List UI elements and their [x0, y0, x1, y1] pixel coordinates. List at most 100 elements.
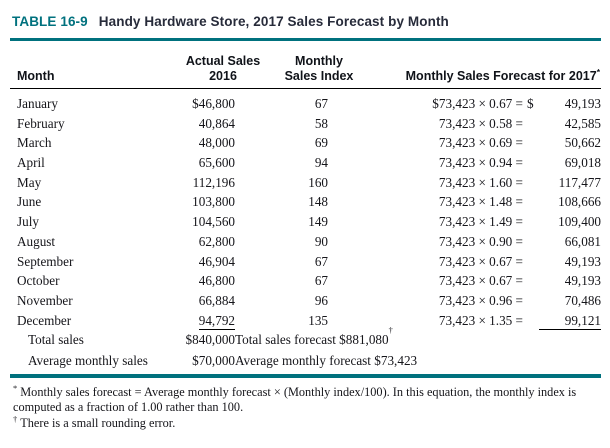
forecast-expression: 73,423 × 1.60 =	[438, 174, 523, 190]
forecast-expression: 73,423 × 0.67 =	[438, 253, 523, 269]
sales-index-cell: 67	[314, 96, 328, 111]
header-forecast-footnote-mark: *	[596, 66, 600, 77]
actual-sales-value: 66,884	[198, 292, 235, 308]
forecast-value: 49,193	[564, 273, 601, 289]
actual-sales-value: 48,000	[198, 135, 235, 151]
sales-index-cell: 90	[314, 233, 328, 249]
header-forecast: Monthly Sales Forecast for 2017*	[405, 66, 600, 84]
table-row-april: April 65,600 94 73,423 × 0.94 = 69,018	[10, 153, 601, 173]
header-sales-index: Monthly Sales Index	[254, 54, 384, 84]
footnotes: * Monthly sales forecast = Average monthl…	[10, 378, 601, 432]
forecast-cell: $73,423 × 0.67 = $49,193	[328, 94, 601, 114]
forecast-cell: 73,423 × 0.96 = 70,486	[328, 291, 601, 311]
actual-sales-cell: 94,792	[160, 311, 235, 331]
forecast-result: 42,585	[523, 114, 601, 134]
sales-index-cell: 67	[314, 273, 328, 289]
average-sales-label: Average monthly sales	[28, 352, 148, 368]
month-cell: December	[17, 312, 72, 328]
sales-index-cell: 69	[314, 135, 328, 151]
forecast-cell: 73,423 × 0.67 = 49,193	[328, 271, 601, 291]
month-cell: July	[17, 214, 39, 230]
actual-sales-value: 94,792	[198, 312, 235, 330]
forecast-value: 117,477	[558, 174, 601, 190]
forecast-value: 49,193	[564, 96, 601, 111]
actual-sales-value: 65,600	[198, 155, 235, 171]
forecast-value: 70,486	[564, 292, 601, 308]
header-rule	[10, 88, 601, 89]
actual-sales-value: $46,800	[192, 96, 235, 111]
actual-sales-cell: 46,904	[160, 252, 235, 272]
textbook-table-page: TABLE 16-9 Handy Hardware Store, 2017 Sal…	[10, 8, 601, 432]
forecast-expression: 73,423 × 0.90 =	[438, 233, 523, 249]
total-forecast: Total sales forecast $881,080 †	[235, 325, 601, 351]
actual-sales-cell: 65,600	[160, 153, 235, 173]
forecast-value: 50,662	[564, 135, 601, 151]
forecast-result: 70,486	[523, 291, 601, 311]
actual-sales-cell: 112,196	[160, 173, 235, 193]
footnote-dagger: † There is a small rounding error.	[13, 413, 577, 432]
forecast-result: 109,400	[523, 212, 601, 232]
footnote-asterisk: * Monthly sales forecast = Average monthl…	[13, 382, 577, 416]
average-sales-row: Average monthly sales $70,000 Average mo…	[10, 351, 601, 372]
forecast-result: 108,666	[523, 192, 601, 212]
month-cell: October	[17, 273, 60, 289]
month-cell: June	[17, 194, 42, 210]
forecast-result: 49,193	[523, 271, 601, 291]
forecast-expression: 73,423 × 0.69 =	[438, 135, 523, 151]
header-sales-index-line2: Sales Index	[284, 69, 354, 83]
forecast-expression: 73,423 × 0.67 =	[438, 273, 523, 289]
actual-sales-value: 104,560	[192, 214, 235, 230]
actual-sales-cell: 103,800	[160, 192, 235, 212]
forecast-cell: 73,423 × 1.48 = 108,666	[328, 192, 601, 212]
forecast-expression: $73,423 × 0.67 =	[432, 96, 523, 111]
forecast-expression: 73,423 × 0.94 =	[438, 155, 523, 171]
forecast-value: 109,400	[558, 214, 601, 230]
forecast-expression: 73,423 × 1.49 =	[438, 214, 523, 230]
total-forecast-footnote-mark: †	[388, 325, 393, 336]
currency-sign: $	[527, 96, 534, 111]
actual-sales-cell: 62,800	[160, 232, 235, 252]
forecast-expression: 73,423 × 1.48 =	[438, 194, 523, 210]
month-cell: September	[17, 253, 74, 269]
footnote-dagger-mark: †	[13, 413, 18, 424]
footnote-asterisk-mark: *	[13, 382, 18, 393]
table-row-may: May 112,196 160 73,423 × 1.60 = 117,477	[10, 173, 601, 193]
table-row-february: February 40,864 58 73,423 × 0.58 = 42,585	[10, 114, 601, 134]
header-forecast-text: Monthly Sales Forecast for 2017	[405, 69, 597, 83]
table-row-july: July 104,560 149 73,423 × 1.49 = 109,400	[10, 212, 601, 232]
forecast-cell: 73,423 × 1.35 = 99,121	[328, 310, 601, 331]
forecast-result: 66,081	[523, 232, 601, 252]
total-forecast-text: Total sales forecast $881,080	[235, 332, 389, 348]
header-month: Month	[17, 69, 55, 83]
forecast-cell: 73,423 × 0.90 = 66,081	[328, 232, 601, 252]
footnote-asterisk-text: Monthly sales forecast = Average monthly…	[13, 384, 577, 415]
actual-sales-value: 62,800	[198, 233, 235, 249]
month-cell: November	[17, 292, 73, 308]
forecast-result: 99,121	[523, 310, 601, 331]
sales-index-cell: 94	[314, 155, 328, 171]
sales-index-cell: 135	[308, 312, 328, 328]
forecast-cell: 73,423 × 1.60 = 117,477	[328, 173, 601, 193]
column-headers: Month Actual Sales 2016 Monthly Sales In…	[10, 41, 601, 88]
month-cell: April	[17, 155, 45, 171]
table-row-june: June 103,800 148 73,423 × 1.48 = 108,666	[10, 192, 601, 212]
forecast-result: 50,662	[523, 133, 601, 153]
header-actual-sales-line2: 2016	[209, 69, 237, 83]
actual-sales-cell: 48,000	[160, 133, 235, 153]
table-row-december: December 94,792 135 73,423 × 1.35 = 99,12…	[10, 310, 601, 331]
sales-index-cell: 67	[314, 253, 328, 269]
forecast-expression: 73,423 × 1.35 =	[438, 312, 523, 328]
sales-index-cell: 96	[314, 292, 328, 308]
table-row-march: March 48,000 69 73,423 × 0.69 = 50,662	[10, 133, 601, 153]
actual-sales-cell: $46,800	[160, 94, 235, 114]
table-row-august: August 62,800 90 73,423 × 0.90 = 66,081	[10, 232, 601, 252]
actual-sales-value: 46,904	[198, 253, 235, 269]
top-accent-rule	[10, 38, 601, 41]
forecast-value: 49,193	[564, 253, 601, 269]
table-title: TABLE 16-9 Handy Hardware Store, 2017 Sal…	[10, 8, 601, 38]
forecast-result: $49,193	[523, 94, 601, 114]
sales-index-cell: 148	[308, 194, 328, 210]
actual-sales-value: 40,864	[198, 115, 235, 131]
forecast-cell: 73,423 × 0.58 = 42,585	[328, 114, 601, 134]
total-sales-value: $840,000	[185, 332, 235, 348]
